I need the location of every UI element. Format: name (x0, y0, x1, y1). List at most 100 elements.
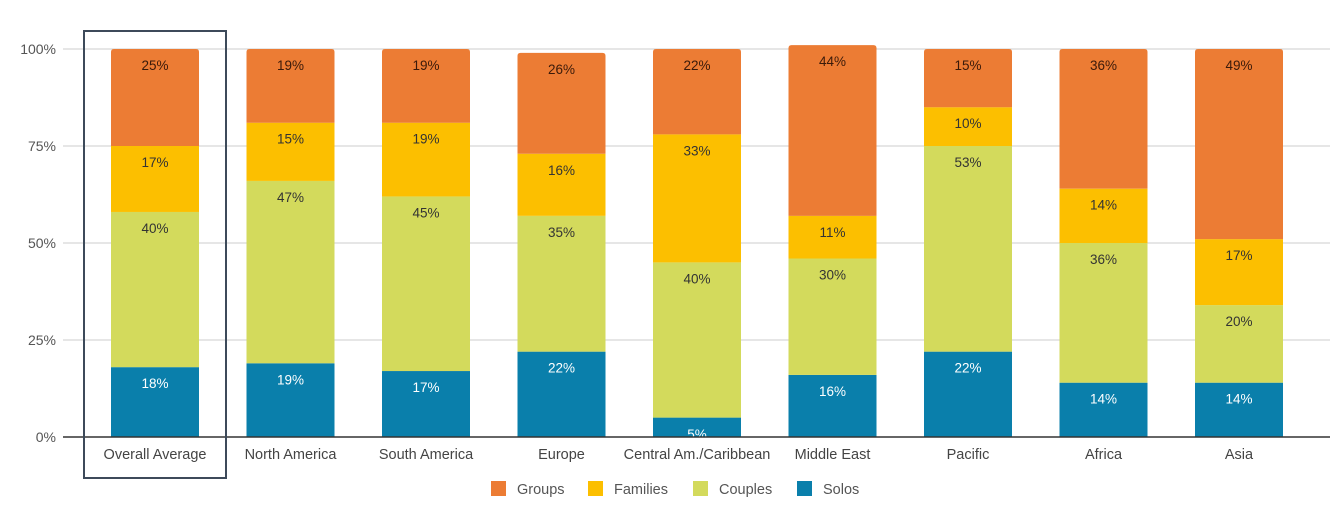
data-label: 15% (277, 132, 304, 147)
bar-segment-solos (382, 371, 470, 437)
bar-stack: 5% 40% 33% 22% (653, 49, 741, 442)
bar-segment-families (924, 107, 1012, 146)
data-label: 18% (141, 376, 168, 391)
highlight-box (83, 30, 227, 479)
data-label: 17% (141, 155, 168, 170)
data-label: 45% (412, 205, 439, 220)
x-axis: Overall Average North America South Americ… (63, 436, 1330, 463)
bar-segment-groups (382, 49, 470, 123)
data-label: 44% (819, 54, 846, 69)
legend: Groups Families Couples Solos (491, 481, 859, 498)
bar-segment-families (1059, 188, 1148, 243)
legend-label: Groups (517, 482, 565, 498)
bar-segment-solos (924, 351, 1012, 437)
data-label: 26% (548, 62, 575, 77)
data-label: 22% (954, 361, 981, 376)
bar-stack: 22% 35% 16% 26% (517, 52, 606, 437)
bar-stack: 22% 53% 10% 15% (924, 49, 1012, 437)
bar-segment-couples (1195, 305, 1283, 383)
bar-segment-solos (111, 367, 199, 437)
data-label: 47% (277, 190, 304, 205)
bar-segment-groups (517, 52, 606, 154)
y-tick-label: 100% (20, 41, 56, 57)
data-label: 19% (412, 132, 439, 147)
bar-segment-groups (1195, 49, 1283, 240)
data-label: 30% (819, 268, 846, 283)
x-tick-label: Europe (538, 447, 585, 463)
bar-segment-groups (924, 49, 1012, 108)
bar-segment-solos (517, 351, 606, 437)
legend-swatch (491, 481, 506, 496)
data-label: 36% (1090, 252, 1117, 267)
y-tick-label: 0% (36, 429, 56, 445)
bar-stack: 19% 47% 15% 19% (246, 49, 335, 437)
bar-segment-couples (517, 215, 606, 352)
y-axis: 0% 25% 50% 75% 100% (20, 41, 56, 445)
legend-label: Families (614, 482, 668, 498)
bar-segment-families (1195, 239, 1283, 306)
legend-swatch (588, 481, 603, 496)
bar-segment-families (246, 122, 335, 181)
data-label: 19% (412, 58, 439, 73)
legend-label: Couples (719, 482, 772, 498)
bar-segment-solos (1059, 382, 1148, 437)
data-label: 20% (1225, 314, 1252, 329)
bar-segment-couples (246, 180, 335, 364)
bar-segment-solos (788, 374, 877, 437)
bar-stack: 18% 40% 17% 25% (111, 49, 199, 437)
bar-segment-couples (924, 146, 1012, 352)
data-label: 53% (954, 155, 981, 170)
data-label: 5% (687, 427, 707, 442)
bar-segment-families (653, 134, 741, 263)
x-tick-label: Overall Average (104, 447, 207, 463)
data-label: 11% (819, 225, 845, 240)
bar-segment-groups (1059, 49, 1148, 189)
x-tick-label: Asia (1225, 447, 1254, 463)
legend-swatch (797, 481, 812, 496)
data-label: 49% (1225, 58, 1252, 73)
bar-segment-couples (788, 258, 877, 375)
y-tick-label: 50% (28, 235, 56, 251)
data-label: 16% (548, 163, 575, 178)
bar-segment-families (788, 215, 877, 259)
y-tick-label: 75% (28, 138, 56, 154)
x-tick-label: South America (379, 447, 474, 463)
bar-stack: 14% 36% 14% 36% (1059, 49, 1148, 437)
data-label: 19% (277, 58, 304, 73)
bar-segment-groups (788, 45, 877, 216)
x-tick-label: Middle East (795, 447, 871, 463)
bars: 18% 40% 17% 25% 19% 47% 15% 19% 17% 45% 19% 19% 22% 3… (111, 45, 1283, 442)
data-label: 17% (412, 380, 439, 395)
bar-segment-families (382, 122, 470, 197)
data-label: 14% (1090, 392, 1117, 407)
bar-segment-groups (111, 49, 199, 146)
bar-segment-couples (1059, 243, 1148, 383)
bar-segment-families (111, 146, 199, 212)
legend-item-solos[interactable]: Solos (797, 481, 859, 498)
bar-segment-solos (1195, 382, 1283, 437)
bar-stack: 16% 30% 11% 44% (788, 45, 877, 437)
legend-label: Solos (823, 482, 859, 498)
bar-segment-couples (653, 262, 741, 418)
legend-swatch (693, 481, 708, 496)
data-label: 25% (141, 58, 168, 73)
data-label: 14% (1090, 198, 1117, 213)
data-label: 22% (683, 58, 710, 73)
data-label: 10% (954, 116, 981, 131)
legend-item-families[interactable]: Families (588, 481, 668, 498)
bar-stack: 17% 45% 19% 19% (382, 49, 470, 437)
data-label: 33% (683, 143, 710, 158)
data-label: 22% (548, 361, 575, 376)
bar-stack: 14% 20% 17% 49% (1195, 49, 1283, 437)
legend-item-couples[interactable]: Couples (693, 481, 772, 498)
legend-item-groups[interactable]: Groups (491, 481, 565, 498)
data-label: 36% (1090, 58, 1117, 73)
data-label: 40% (141, 221, 168, 236)
x-tick-label: Africa (1085, 447, 1123, 463)
data-label: 35% (548, 225, 575, 240)
data-label: 40% (683, 271, 710, 286)
data-label: 14% (1225, 392, 1252, 407)
bar-segment-solos (246, 363, 335, 437)
x-tick-label: Central Am./Caribbean (624, 447, 771, 463)
